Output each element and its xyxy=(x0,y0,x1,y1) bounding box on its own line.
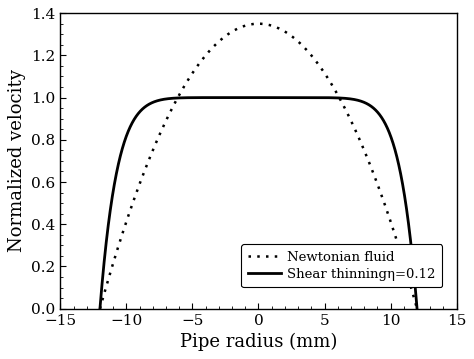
Newtonian fluid xyxy=(155,137,160,141)
Shear thinningη=0.12 xyxy=(303,95,309,100)
Shear thinningη=0.12 xyxy=(358,99,364,103)
Shear thinningη=0.12 xyxy=(334,96,339,100)
Shear thinningη=0.12 xyxy=(253,95,258,100)
Shear thinningη=0.12 xyxy=(97,307,103,311)
Shear thinningη=0.12 xyxy=(218,95,224,100)
Shear thinningη=0.12 xyxy=(287,95,293,100)
Newtonian fluid xyxy=(334,91,339,95)
Line: Newtonian fluid: Newtonian fluid xyxy=(100,24,417,309)
Line: Shear thinningη=0.12: Shear thinningη=0.12 xyxy=(100,98,417,309)
Newtonian fluid xyxy=(255,22,261,26)
Newtonian fluid xyxy=(287,33,293,37)
Shear thinningη=0.12 xyxy=(155,99,160,103)
Y-axis label: Normalized velocity: Normalized velocity xyxy=(8,70,26,252)
Newtonian fluid xyxy=(414,307,420,311)
Newtonian fluid xyxy=(97,307,103,311)
X-axis label: Pipe radius (mm): Pipe radius (mm) xyxy=(180,333,337,351)
Shear thinningη=0.12 xyxy=(414,307,420,311)
Legend: Newtonian fluid, Shear thinningη=0.12: Newtonian fluid, Shear thinningη=0.12 xyxy=(241,244,442,287)
Newtonian fluid xyxy=(218,37,224,42)
Newtonian fluid xyxy=(358,140,364,144)
Newtonian fluid xyxy=(303,47,309,52)
